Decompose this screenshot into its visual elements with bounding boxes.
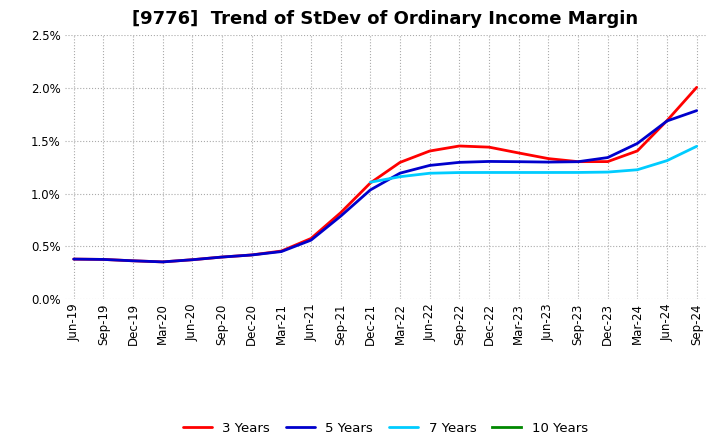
5 Years: [69, 257, 78, 262]
Line: 7 Years: 7 Years: [370, 147, 697, 182]
7 Years: [485, 170, 493, 175]
7 Years: [633, 167, 642, 172]
Line: 5 Years: 5 Years: [73, 110, 697, 262]
3 Years: [574, 159, 582, 164]
5 Years: [662, 118, 671, 124]
5 Years: [158, 259, 167, 264]
7 Years: [455, 170, 464, 175]
5 Years: [366, 187, 374, 193]
3 Years: [188, 257, 197, 262]
5 Years: [99, 257, 108, 262]
3 Years: [396, 160, 405, 165]
3 Years: [277, 249, 286, 254]
7 Years: [603, 169, 612, 175]
7 Years: [544, 170, 553, 175]
3 Years: [307, 236, 315, 241]
3 Years: [158, 259, 167, 264]
5 Years: [217, 254, 226, 260]
5 Years: [485, 159, 493, 164]
5 Years: [188, 257, 197, 262]
5 Years: [396, 171, 405, 176]
7 Years: [514, 170, 523, 175]
5 Years: [129, 258, 138, 264]
Line: 3 Years: 3 Years: [73, 88, 697, 262]
7 Years: [574, 170, 582, 175]
3 Years: [69, 257, 78, 262]
3 Years: [662, 118, 671, 123]
5 Years: [426, 163, 434, 168]
5 Years: [603, 155, 612, 160]
3 Years: [514, 150, 523, 156]
7 Years: [396, 174, 405, 180]
3 Years: [129, 258, 138, 264]
5 Years: [455, 160, 464, 165]
5 Years: [693, 108, 701, 113]
Title: [9776]  Trend of StDev of Ordinary Income Margin: [9776] Trend of StDev of Ordinary Income…: [132, 10, 638, 28]
5 Years: [336, 213, 345, 219]
7 Years: [662, 158, 671, 163]
7 Years: [426, 171, 434, 176]
5 Years: [633, 141, 642, 146]
3 Years: [366, 180, 374, 186]
3 Years: [99, 257, 108, 262]
3 Years: [426, 148, 434, 154]
7 Years: [366, 180, 374, 185]
3 Years: [455, 143, 464, 149]
3 Years: [633, 148, 642, 154]
3 Years: [603, 159, 612, 164]
3 Years: [248, 252, 256, 257]
3 Years: [693, 85, 701, 90]
3 Years: [544, 156, 553, 161]
5 Years: [574, 159, 582, 165]
3 Years: [485, 144, 493, 150]
5 Years: [248, 253, 256, 258]
5 Years: [544, 159, 553, 165]
5 Years: [514, 159, 523, 165]
3 Years: [217, 254, 226, 260]
3 Years: [336, 210, 345, 215]
5 Years: [307, 238, 315, 243]
5 Years: [277, 249, 286, 254]
7 Years: [693, 144, 701, 149]
Legend: 3 Years, 5 Years, 7 Years, 10 Years: 3 Years, 5 Years, 7 Years, 10 Years: [177, 417, 593, 440]
